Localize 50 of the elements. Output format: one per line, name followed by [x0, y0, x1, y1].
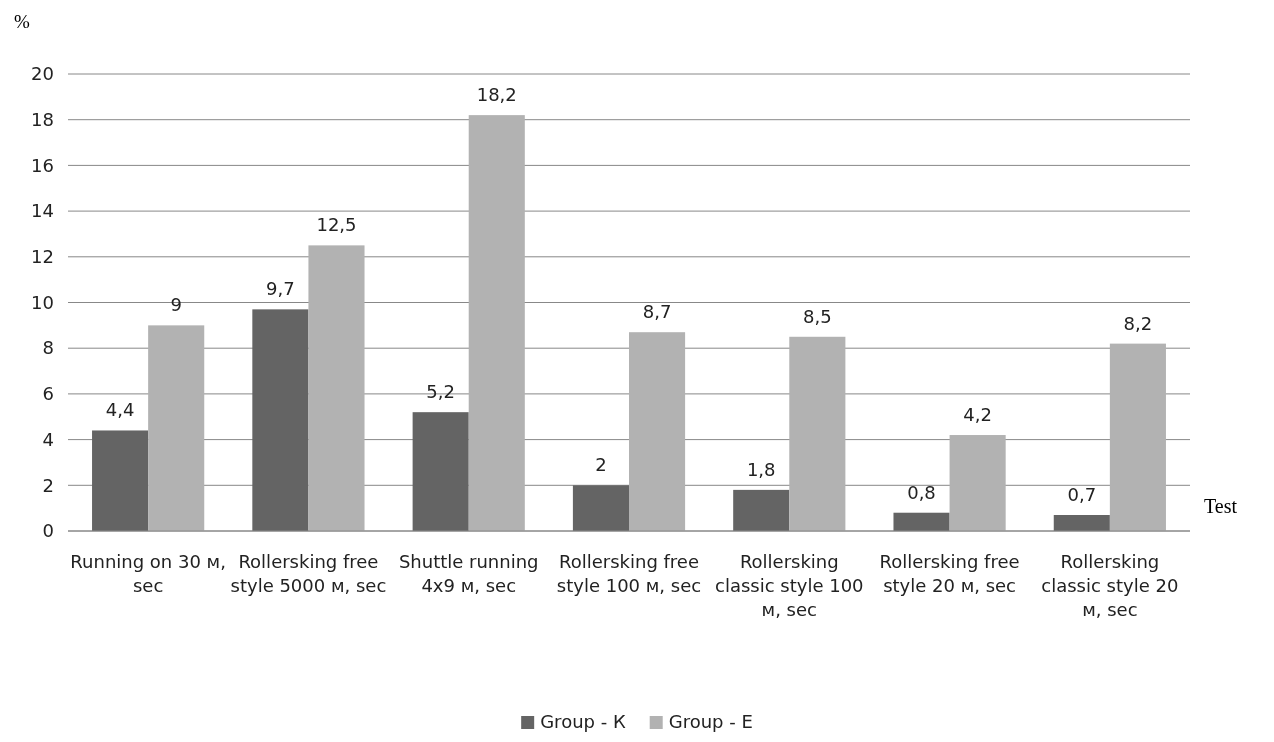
- bar: [92, 430, 149, 531]
- y-axis-title: %: [14, 11, 30, 32]
- data-label: 9,7: [266, 278, 295, 300]
- y-tick-label: 2: [42, 474, 54, 496]
- y-tick-label: 8: [42, 337, 54, 359]
- data-label: 4,4: [105, 399, 135, 421]
- x-tick-label: Running on 30 м, sec: [70, 550, 226, 597]
- x-tick-label: Rollersking free style 100 м, sec: [556, 550, 702, 597]
- y-tick-label: 6: [42, 383, 54, 405]
- x-tick-label: Rollersking classic style 20 м, sec: [1041, 550, 1179, 621]
- bar: [148, 325, 205, 531]
- legend-label: Group - Е: [668, 711, 753, 732]
- bar: [468, 115, 525, 531]
- y-tick-label: 4: [42, 428, 54, 450]
- y-tick-label: 12: [31, 246, 54, 268]
- data-label: 8,7: [642, 301, 672, 323]
- x-tick-label: Shuttle running 4x9 м, sec: [398, 550, 539, 597]
- bar: [308, 245, 365, 531]
- y-tick-label: 16: [31, 154, 54, 176]
- bar: [893, 512, 950, 531]
- y-tick-label: 18: [31, 108, 54, 130]
- bar: [949, 435, 1006, 531]
- data-label: 1,8: [746, 458, 776, 480]
- bar: [412, 412, 469, 531]
- bar: [733, 489, 790, 531]
- bar: [1109, 343, 1166, 531]
- data-label: 0,8: [907, 481, 936, 503]
- y-tick-label: 20: [31, 63, 54, 85]
- data-label: 5,2: [426, 381, 455, 403]
- x-tick-label: Rollersking free style 20 м, sec: [879, 550, 1020, 597]
- y-tick-label: 14: [31, 200, 54, 222]
- y-tick-label: 10: [31, 291, 54, 313]
- y-tick-label: 0: [42, 520, 54, 542]
- data-label: 8,2: [1123, 312, 1153, 334]
- data-label: 0,7: [1067, 484, 1097, 506]
- data-label: 9: [170, 294, 182, 316]
- data-label: 2: [595, 454, 607, 476]
- bar: [252, 309, 309, 531]
- bar: [789, 336, 846, 531]
- data-label: 12,5: [316, 214, 357, 236]
- x-tick-label: Rollersking classic style 100 м, sec: [715, 550, 864, 621]
- x-axis-title: Test: [1204, 495, 1238, 517]
- bar: [629, 332, 686, 531]
- bar: [572, 485, 629, 531]
- bar: [1053, 515, 1110, 531]
- data-label: 4,2: [963, 404, 992, 426]
- x-tick-label: Rollersking free style 5000 м, sec: [230, 550, 387, 597]
- data-label: 18,2: [476, 84, 517, 106]
- legend-label: Group - К: [540, 711, 626, 732]
- data-label: 8,5: [803, 305, 832, 327]
